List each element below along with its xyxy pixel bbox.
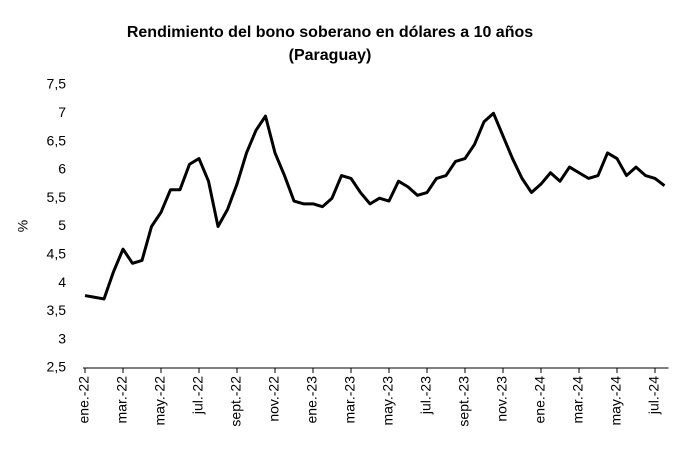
x-tick-label: ene.-22: [76, 376, 92, 424]
y-tick-label: 7: [58, 104, 66, 120]
chart-subtitle: (Paraguay): [289, 47, 372, 64]
x-tick-label: may.-23: [380, 376, 396, 426]
y-tick-label: 4: [58, 274, 66, 290]
x-tick-label: jul.-24: [646, 376, 662, 415]
y-axis-label: %: [15, 220, 31, 232]
chart-title: Rendimiento del bono soberano en dólares…: [127, 24, 533, 41]
y-tick-label: 6: [58, 161, 66, 177]
y-tick-label: 6,5: [47, 132, 67, 148]
y-tick-label: 5,5: [47, 189, 67, 205]
y-tick-label: 3: [58, 330, 66, 346]
y-tick-label: 3,5: [47, 302, 67, 318]
x-tick-label: may.-24: [608, 376, 624, 426]
x-tick-label: nov.-22: [266, 376, 282, 422]
y-tick-label: 5: [58, 217, 66, 233]
x-tick-label: ene.-24: [532, 376, 548, 424]
x-tick-label: may.-22: [152, 376, 168, 426]
y-tick-label: 7,5: [47, 76, 67, 92]
x-tick-label: jul.-22: [190, 376, 206, 415]
line: [84, 111, 666, 301]
x-tick-label: sept.-23: [456, 376, 472, 427]
x-tick-label: jul.-23: [418, 376, 434, 415]
y-tick-label: 4,5: [47, 246, 67, 262]
x-tick-label: nov.-23: [494, 376, 510, 422]
x-tick-label: mar.-22: [114, 376, 130, 424]
x-tick-label: ene.-23: [304, 376, 320, 424]
x-tick-label: mar.-23: [342, 376, 358, 424]
x-tick-label: sept.-22: [228, 376, 244, 427]
x-tick-label: mar.-24: [570, 376, 586, 424]
y-tick-label: 2,5: [47, 359, 67, 375]
